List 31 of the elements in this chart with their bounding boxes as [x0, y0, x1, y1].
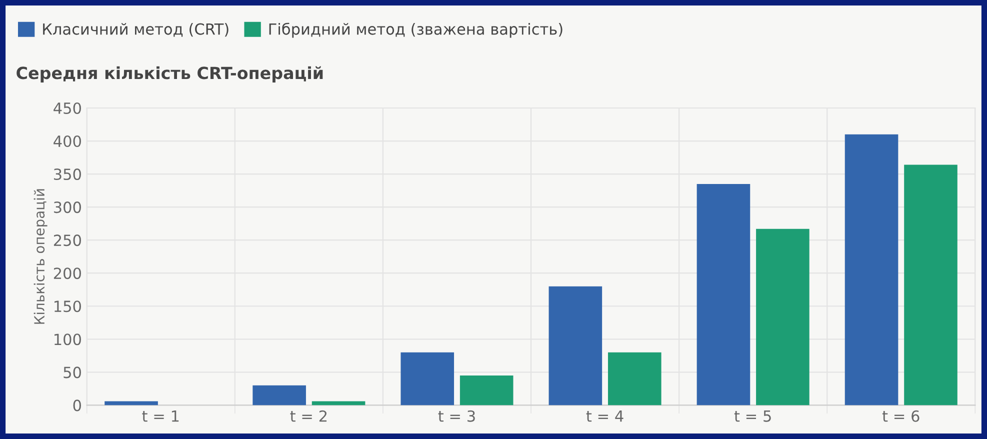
y-tick-label: 150: [54, 300, 81, 312]
y-tick-label: 50: [64, 366, 81, 378]
y-tick-label: 0: [73, 400, 81, 412]
x-tick-label: t = 5: [734, 410, 771, 422]
bar: [696, 184, 750, 406]
bar: [312, 401, 366, 406]
legend-label: Класичний метод (CRT): [43, 23, 228, 37]
y-tick-label: 300: [54, 202, 81, 214]
bar: [460, 375, 514, 406]
y-tick-label: 350: [54, 168, 81, 180]
bar: [844, 134, 898, 406]
y-tick-label: 100: [54, 334, 81, 346]
y-tick-label: 200: [54, 268, 81, 280]
bar: [400, 352, 454, 406]
y-tick-label: 450: [54, 102, 81, 114]
x-tick-label: t = 3: [438, 410, 475, 422]
y-axis-title: Кількість операцій: [34, 189, 48, 324]
y-tick-label: 250: [54, 234, 81, 246]
bar: [904, 164, 958, 406]
bar: [608, 352, 662, 406]
x-tick-label: t = 1: [142, 410, 179, 422]
bar: [252, 385, 306, 406]
x-tick-label: t = 2: [290, 410, 327, 422]
bar: [104, 401, 158, 406]
chart-title: Середня кількість CRT-операцій: [16, 66, 323, 82]
bar: [756, 228, 810, 406]
y-tick-label: 400: [54, 135, 81, 148]
legend-label: Гібридний метод (зважена вартість): [269, 22, 562, 38]
bar: [548, 286, 602, 406]
x-tick-label: t = 6: [882, 410, 920, 422]
x-tick-label: t = 4: [586, 410, 624, 422]
